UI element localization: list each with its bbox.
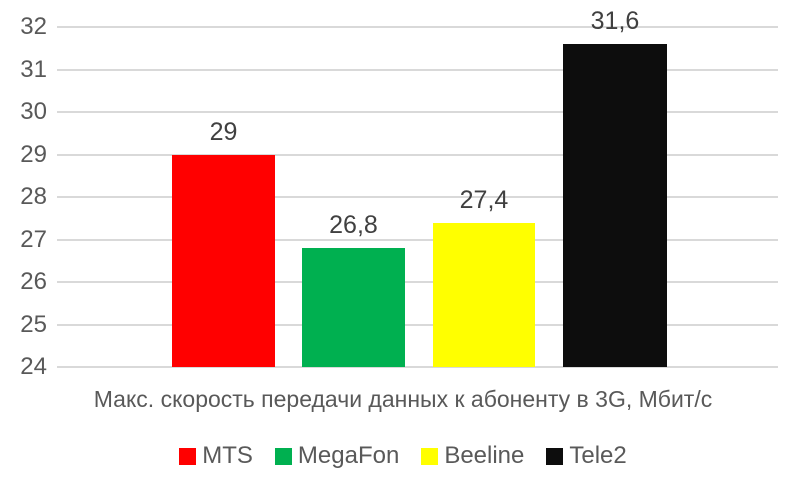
- legend-label: Tele2: [569, 442, 627, 469]
- y-tick-label: 27: [20, 225, 47, 253]
- bar-megafon: [302, 248, 405, 367]
- bar-mts: [172, 154, 275, 367]
- bar-beeline: [433, 222, 535, 367]
- y-tick-label: 24: [20, 353, 47, 380]
- y-tick-label: 32: [20, 13, 47, 40]
- axis-title: Макс. скорость передачи данных к абонент…: [93, 386, 713, 412]
- gridline: [57, 26, 778, 28]
- plot-area: 29 26,8 27,4 31,6: [57, 7, 778, 368]
- gridline: [57, 153, 778, 156]
- bar-value-label: 27,4: [459, 185, 509, 214]
- bar-value-label: 29: [209, 117, 238, 146]
- y-tick-label: 29: [20, 140, 47, 168]
- legend-swatch: [421, 447, 439, 465]
- legend-item-tele2: Tele2: [546, 442, 627, 470]
- gridline: [57, 366, 778, 368]
- legend-swatch: [546, 447, 564, 465]
- legend-item-megafon: MegaFon: [274, 442, 400, 470]
- bar-value-label: 31,6: [590, 7, 640, 35]
- gridline: [57, 68, 778, 71]
- y-axis: 32 31 30 29 28 27 26 25 24: [0, 0, 47, 493]
- gridline: [57, 281, 778, 283]
- gridline: [57, 196, 778, 198]
- legend-label: MegaFon: [297, 442, 400, 469]
- y-tick-label: 26: [20, 268, 47, 295]
- legend-item-mts: MTS: [179, 442, 253, 470]
- gridline: [57, 323, 778, 326]
- y-tick-label: 25: [20, 310, 47, 338]
- legend-item-beeline: Beeline: [421, 442, 524, 470]
- y-tick-label: 30: [20, 98, 47, 125]
- bar-tele2: [563, 44, 667, 367]
- legend-label: MTS: [202, 442, 253, 469]
- y-tick-label: 28: [20, 183, 47, 210]
- gridline: [57, 238, 778, 241]
- y-tick-label: 31: [20, 55, 47, 83]
- gridline: [57, 111, 778, 113]
- legend-swatch: [274, 447, 292, 465]
- legend-swatch: [179, 447, 197, 465]
- legend-label: Beeline: [444, 442, 525, 469]
- bar-value-label: 26,8: [329, 211, 378, 239]
- legend: MTS MegaFon Beeline Tele2: [0, 442, 806, 470]
